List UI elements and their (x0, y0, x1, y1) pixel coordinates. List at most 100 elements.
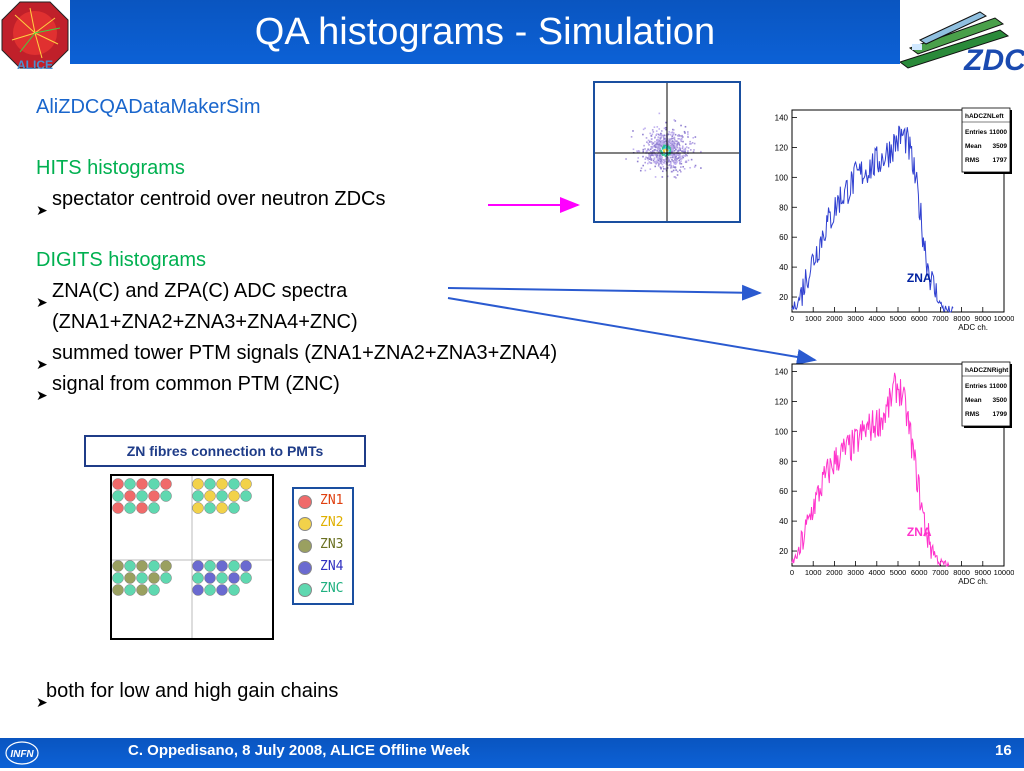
scatter-point (669, 164, 671, 166)
scatter-point (663, 168, 665, 170)
scatter-point (661, 163, 664, 166)
scatter-point (675, 156, 677, 159)
scatter-point (661, 139, 663, 142)
scatter-point (672, 128, 674, 131)
scatter-point (658, 158, 661, 160)
fibre-dot (112, 560, 124, 572)
scatter-point (678, 162, 681, 164)
scatter-point (667, 145, 670, 148)
fibre-dot (192, 572, 204, 584)
scatter-point (673, 119, 676, 121)
fibre-dot (148, 490, 160, 502)
scatter-point (673, 141, 675, 143)
x-axis-label: ADC ch. (958, 577, 988, 586)
scatter-point (692, 151, 695, 153)
scatter-point (677, 134, 679, 137)
scatter-point (669, 160, 672, 163)
scatter-point (662, 159, 665, 161)
scatter-point (676, 151, 679, 153)
scatter-point (656, 126, 659, 128)
scatter-point (675, 176, 677, 179)
scatter-point (657, 136, 660, 138)
y-tick-label: 80 (779, 457, 788, 466)
scatter-point (672, 140, 674, 143)
scatter-point (673, 143, 676, 146)
scatter-point (655, 134, 658, 136)
scatter-point (682, 150, 684, 153)
fibre-dot (192, 490, 204, 502)
scatter-point (681, 136, 684, 138)
scatter-point (670, 145, 672, 148)
scatter-point (670, 150, 672, 153)
scatter-point (660, 155, 663, 157)
fibre-dot (228, 572, 240, 584)
fibre-dot (136, 478, 148, 490)
y-tick-label: 80 (779, 203, 788, 212)
scatter-point (675, 169, 677, 171)
stats-key: Mean (965, 397, 982, 404)
scatter-point (662, 134, 665, 137)
scatter-point (667, 144, 669, 147)
scatter-point (665, 154, 668, 156)
fibre-dot (216, 584, 228, 596)
scatter-point (652, 154, 655, 157)
scatter-point (647, 158, 650, 161)
fibre-dot (124, 490, 136, 502)
scatter-point (653, 161, 656, 164)
scatter-point (700, 150, 702, 153)
scatter-point (665, 128, 667, 131)
scatter-point (659, 160, 662, 163)
scatter-point (681, 145, 684, 148)
scatter-point (667, 140, 670, 143)
scatter-point (661, 154, 664, 156)
scatter-point (648, 154, 651, 156)
fibre-dot (192, 560, 204, 572)
scatter-point (672, 155, 674, 157)
scatter-point (662, 136, 665, 139)
scatter-point (657, 164, 660, 167)
scatter-point (664, 140, 667, 143)
scatter-point (656, 144, 658, 146)
scatter-point (678, 159, 681, 162)
scatter-point (649, 158, 651, 160)
scatter-point (663, 137, 666, 140)
scatter-point (639, 169, 642, 172)
scatter-point (653, 149, 656, 151)
scatter-point (650, 158, 653, 160)
infn-logo-text: INFN (10, 749, 34, 760)
fibre-dot (148, 502, 160, 514)
scatter-point (684, 155, 687, 157)
scatter-point (687, 159, 690, 162)
scatter-point (658, 162, 660, 164)
scatter-point (667, 148, 670, 150)
legend-swatch-zn2 (298, 517, 312, 531)
scatter-point (680, 138, 683, 140)
scatter-point (687, 131, 689, 133)
scatter-point (668, 150, 671, 153)
scatter-point (663, 153, 666, 156)
fibre-dot (228, 478, 240, 490)
legend-label-zn4: ZN4 (320, 559, 344, 574)
scatter-point (665, 148, 668, 151)
stats-key: Entries (965, 129, 987, 136)
scatter-point (676, 158, 678, 160)
scatter-point (658, 128, 661, 130)
scatter-point (667, 150, 670, 152)
scatter-point (694, 164, 697, 167)
scatter-point (669, 156, 672, 159)
scatter-point (651, 143, 654, 146)
scatter-point (667, 133, 670, 136)
y-tick-label: 20 (779, 293, 788, 302)
scatter-point (660, 132, 662, 135)
stats-value: 1797 (993, 157, 1008, 164)
digits-item-1: ➤ ZNA(C) and ZPA(C) ADC spectra (36, 280, 348, 310)
scatter-point (678, 143, 680, 146)
scatter-point (675, 159, 678, 161)
scatter-point (649, 157, 652, 159)
scatter-point (680, 162, 683, 165)
scatter-point (684, 125, 687, 128)
x-tick-label: 2000 (826, 314, 843, 323)
scatter-point (673, 176, 676, 178)
fibre-dot (148, 560, 160, 572)
scatter-point (656, 150, 659, 152)
